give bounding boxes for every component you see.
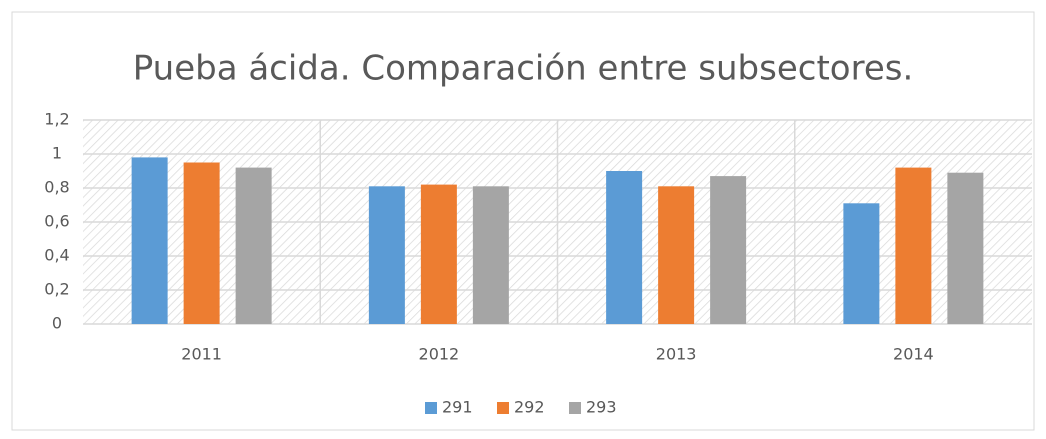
bar (606, 171, 643, 324)
bar (658, 186, 695, 324)
x-tick-label: 2012 (419, 345, 460, 364)
bar (368, 186, 405, 324)
legend-swatch (425, 402, 437, 414)
bar (843, 203, 880, 324)
bar (947, 172, 984, 324)
legend-label: 291 (442, 398, 473, 417)
legend-swatch (497, 402, 509, 414)
bar (235, 167, 272, 324)
chart-title: Pueba ácida. Comparación entre subsector… (133, 49, 914, 89)
y-tick-label: 1 (52, 144, 62, 163)
x-tick-label: 2014 (893, 345, 934, 364)
legend-swatch (569, 402, 581, 414)
y-tick-label: 0 (52, 314, 62, 333)
y-tick-label: 0,6 (44, 212, 69, 231)
legend-label: 293 (586, 398, 617, 417)
x-tick-label: 2013 (656, 345, 697, 364)
bar (710, 176, 747, 324)
bar (131, 157, 168, 324)
bar (472, 186, 509, 324)
y-tick-label: 0,2 (44, 280, 69, 299)
legend-label: 292 (514, 398, 545, 417)
y-tick-label: 0,4 (44, 246, 69, 265)
bar (183, 162, 220, 324)
x-tick-label: 2011 (181, 345, 222, 364)
y-tick-label: 1,2 (44, 110, 69, 129)
bar (420, 184, 457, 324)
y-tick-label: 0,8 (44, 178, 69, 197)
bar (895, 167, 932, 324)
